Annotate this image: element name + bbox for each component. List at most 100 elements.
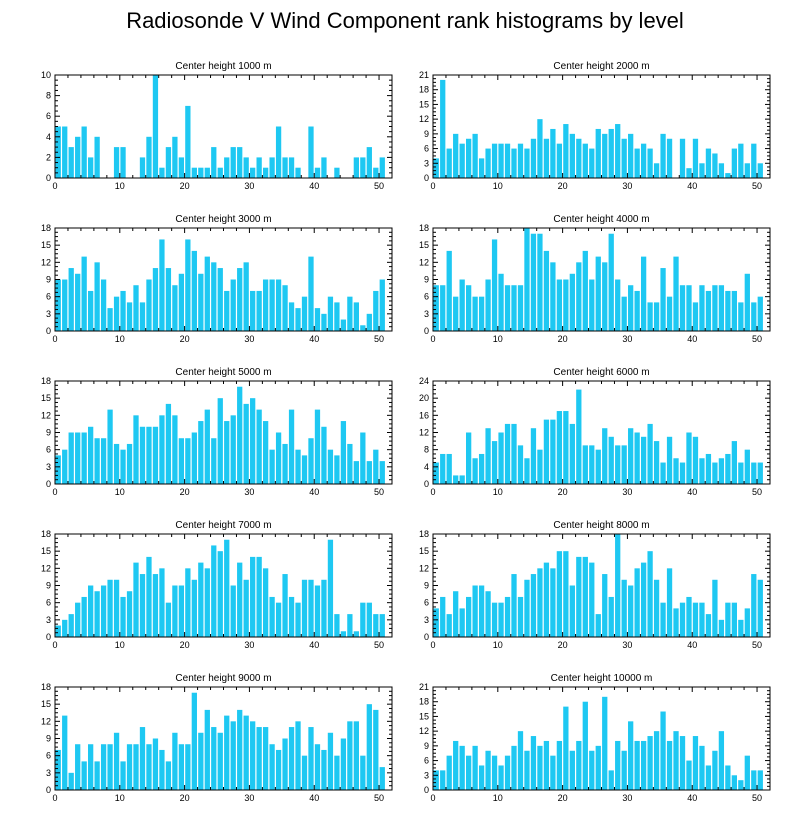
bar xyxy=(699,163,705,178)
bar xyxy=(543,250,550,331)
bar xyxy=(608,596,614,637)
bar xyxy=(498,602,504,637)
bar xyxy=(139,426,146,484)
bar xyxy=(504,285,511,331)
bar xyxy=(751,770,757,790)
panel-8: Center height 8000 m 0 10 20 30 40 50 0 3 6 9 12 15 1… xyxy=(419,520,771,650)
bar xyxy=(146,556,152,637)
panel-title: Center height 2000 m xyxy=(553,61,649,72)
y-tick-label: 6 xyxy=(424,598,429,608)
panel-4: Center height 4000 m 0 10 20 30 40 50 0 3 6 9 12 15 1… xyxy=(419,214,771,344)
bar xyxy=(712,153,718,178)
y-tick-label: 12 xyxy=(419,114,429,124)
bar xyxy=(113,147,120,178)
bar xyxy=(321,749,327,790)
bar xyxy=(589,279,595,331)
bar xyxy=(744,163,750,178)
y-tick-label: 20 xyxy=(419,393,429,403)
bar xyxy=(107,579,113,637)
page-title: Radiosonde V Wind Component rank histogr… xyxy=(126,8,684,33)
bar xyxy=(373,167,379,178)
bar xyxy=(731,602,737,637)
y-tick-label: 12 xyxy=(41,563,51,573)
x-tick-label: 40 xyxy=(309,640,319,650)
x-tick-label: 30 xyxy=(244,487,254,497)
bar xyxy=(705,765,712,790)
bar xyxy=(269,449,275,484)
bar xyxy=(615,279,621,331)
bar xyxy=(62,619,68,637)
bar xyxy=(340,738,347,790)
bar xyxy=(347,614,353,637)
bar xyxy=(68,268,74,331)
bar xyxy=(705,614,712,637)
bar xyxy=(379,767,385,790)
bar xyxy=(647,302,653,331)
bar xyxy=(744,755,750,790)
bar xyxy=(453,475,459,484)
bar xyxy=(485,148,491,178)
bar xyxy=(282,443,288,484)
bar xyxy=(217,732,223,790)
bar xyxy=(556,411,563,484)
bar xyxy=(282,574,288,637)
bar xyxy=(491,602,498,637)
bar xyxy=(725,453,731,484)
bar xyxy=(360,325,366,331)
bar xyxy=(478,158,485,178)
y-tick-label: 18 xyxy=(419,223,429,233)
x-tick-label: 20 xyxy=(558,181,568,191)
bar xyxy=(692,736,699,790)
bar xyxy=(55,749,61,790)
bar xyxy=(679,736,686,790)
bar xyxy=(511,285,517,331)
bar xyxy=(100,438,107,484)
bar xyxy=(589,148,595,178)
bar xyxy=(569,750,575,790)
panel-title: Center height 9000 m xyxy=(175,673,271,684)
bar xyxy=(178,585,185,637)
bar xyxy=(379,157,385,178)
bar xyxy=(55,126,61,178)
bar xyxy=(640,740,647,790)
bar xyxy=(712,750,718,790)
bar xyxy=(530,574,537,637)
bar xyxy=(446,250,452,331)
bar xyxy=(491,441,498,484)
bar xyxy=(334,455,340,484)
y-tick-label: 8 xyxy=(424,445,429,455)
bar xyxy=(666,138,673,178)
y-tick-label: 0 xyxy=(424,479,429,489)
y-tick-label: 21 xyxy=(419,682,429,692)
bar xyxy=(327,732,334,790)
bar xyxy=(62,715,68,790)
bar xyxy=(55,279,61,331)
bar xyxy=(288,596,295,637)
bar xyxy=(146,426,152,484)
bar xyxy=(250,556,256,637)
y-tick-label: 3 xyxy=(424,309,429,319)
bar xyxy=(679,285,686,331)
bar xyxy=(275,279,282,331)
bar xyxy=(530,428,537,484)
bar xyxy=(88,157,94,178)
y-tick-label: 3 xyxy=(46,462,51,472)
bar xyxy=(243,579,249,637)
bar xyxy=(152,738,159,790)
y-tick-label: 18 xyxy=(41,223,51,233)
y-tick-label: 0 xyxy=(46,326,51,336)
y-tick-label: 18 xyxy=(419,697,429,707)
bar xyxy=(550,262,556,331)
x-tick-label: 10 xyxy=(115,334,125,344)
bar xyxy=(139,574,146,637)
bar xyxy=(576,138,582,178)
x-tick-label: 10 xyxy=(115,793,125,803)
bar xyxy=(308,438,314,484)
bar xyxy=(211,727,217,790)
y-tick-label: 12 xyxy=(419,257,429,267)
bar xyxy=(666,568,673,637)
bar xyxy=(608,128,614,178)
bar xyxy=(75,602,81,637)
bar xyxy=(120,596,126,637)
bar xyxy=(379,614,385,637)
